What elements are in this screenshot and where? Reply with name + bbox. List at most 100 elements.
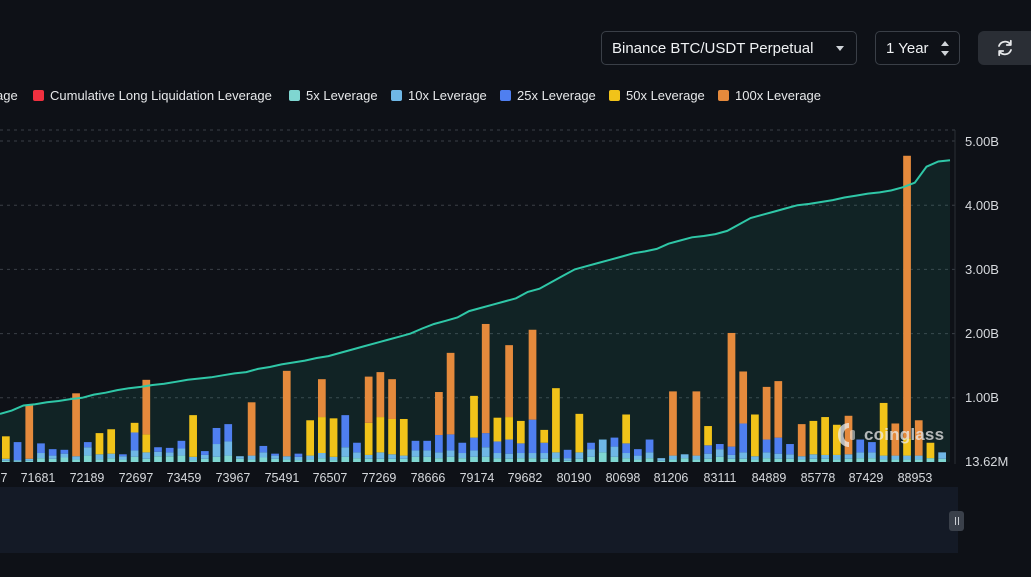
bar-segment-5x[interactable] [879,459,888,462]
bar-segment-5x[interactable] [446,456,455,462]
bar-segment-10x[interactable] [446,450,455,457]
bar-segment-10x[interactable] [411,450,420,457]
bar-segment-25x[interactable] [704,445,712,454]
bar-segment-5x[interactable] [751,459,759,462]
bar-segment-5x[interactable] [142,458,151,462]
bar-segment-5x[interactable] [774,458,783,462]
bar-segment-10x[interactable] [13,460,22,462]
bar-segment-25x[interactable] [446,434,455,451]
bar-segment-5x[interactable] [844,458,853,462]
bar-segment-10x[interactable] [470,450,478,457]
bar-segment-10x[interactable] [809,454,818,459]
bar-segment-25x[interactable] [470,437,478,451]
bar-segment-50x[interactable] [130,422,139,433]
bar-segment-25x[interactable] [856,439,865,453]
bar-segment-10x[interactable] [797,456,806,460]
bar-segment-5x[interactable] [177,455,186,462]
bar-segment-25x[interactable] [224,424,233,442]
bar-segment-25x[interactable] [423,440,432,451]
bar-segment-5x[interactable] [423,456,432,462]
bar-segment-10x[interactable] [435,452,443,459]
bar-segment-10x[interactable] [177,448,186,456]
bar-segment-5x[interactable] [692,459,701,462]
bar-segment-10x[interactable] [282,456,291,460]
bar-segment-5x[interactable] [60,457,69,462]
bar-segment-5x[interactable] [259,457,268,462]
bar-segment-10x[interactable] [914,455,923,460]
bar-segment-10x[interactable] [317,453,326,459]
bar-segment-5x[interactable] [388,458,396,462]
bar-segment-5x[interactable] [552,458,560,462]
bar-segment-50x[interactable] [364,422,373,455]
bar-segment-5x[interactable] [341,456,350,462]
bar-segment-5x[interactable] [364,458,373,462]
bar-segment-5x[interactable] [37,458,45,462]
bar-segment-10x[interactable] [739,452,748,459]
bar-segment-5x[interactable] [903,459,911,462]
bar-segment-5x[interactable] [914,459,923,462]
bar-segment-5x[interactable] [891,459,900,462]
bar-segment-10x[interactable] [516,453,525,459]
bar-segment-10x[interactable] [376,452,385,459]
bar-segment-50x[interactable] [317,417,326,454]
bar-segment-5x[interactable] [130,456,139,462]
bar-segment-5x[interactable] [715,456,724,462]
legend-item-cumulative-long[interactable]: Cumulative Long Liquidation Leverage [33,88,272,103]
bar-segment-5x[interactable] [83,455,92,462]
bar-segment-10x[interactable] [95,454,104,460]
bar-segment-5x[interactable] [622,458,631,462]
bar-segment-25x[interactable] [294,453,303,457]
bar-segment-25x[interactable] [435,435,443,453]
bar-segment-10x[interactable] [587,449,595,457]
bar-segment-25x[interactable] [516,443,525,454]
bar-segment-50x[interactable] [399,418,408,456]
bar-segment-5x[interactable] [200,458,209,462]
bar-segment-10x[interactable] [786,454,794,459]
bar-segment-5x[interactable] [458,458,467,462]
bar-segment-25x[interactable] [130,432,139,451]
bar-segment-50x[interactable] [552,388,560,453]
bar-segment-10x[interactable] [938,452,947,459]
bar-segment-5x[interactable] [48,458,57,462]
bar-segment-5x[interactable] [329,460,338,462]
bar-segment-100x[interactable] [891,423,900,456]
bar-segment-50x[interactable] [470,395,478,438]
bar-segment-100x[interactable] [142,379,151,435]
bar-segment-10x[interactable] [868,452,876,459]
bar-segment-10x[interactable] [528,453,537,459]
bar-segment-5x[interactable] [306,459,315,462]
bar-segment-25x[interactable] [633,449,642,456]
bar-segment-100x[interactable] [481,323,490,434]
bar-segment-25x[interactable] [37,443,45,454]
legend-item-10x[interactable]: 10x Leverage [391,88,487,103]
bar-segment-5x[interactable] [704,458,712,462]
bar-segment-10x[interactable] [388,454,396,459]
bar-segment-100x[interactable] [25,405,34,459]
bar-segment-10x[interactable] [715,449,724,457]
bar-segment-5x[interactable] [657,460,666,462]
bar-segment-10x[interactable] [83,447,92,456]
bar-segment-50x[interactable] [540,429,549,443]
bar-segment-10x[interactable] [844,454,853,459]
bar-segment-25x[interactable] [177,440,186,449]
bar-segment-50x[interactable] [809,420,818,455]
bar-segment-25x[interactable] [774,437,783,454]
bar-segment-10x[interactable] [341,447,350,457]
bar-segment-5x[interactable] [247,459,256,462]
bar-segment-5x[interactable] [938,458,947,462]
bar-segment-10x[interactable] [189,456,197,461]
bar-segment-5x[interactable] [645,458,654,462]
bar-segment-50x[interactable] [95,433,104,455]
bar-segment-10x[interactable] [821,454,829,459]
bar-segment-5x[interactable] [821,458,829,462]
bar-segment-5x[interactable] [411,456,420,462]
bar-segment-5x[interactable] [926,458,935,462]
bar-segment-100x[interactable] [446,352,455,435]
bar-segment-5x[interactable] [797,459,806,462]
bar-segment-5x[interactable] [809,458,818,462]
bar-segment-50x[interactable] [388,418,396,455]
bar-segment-100x[interactable] [317,379,326,418]
bar-segment-10x[interactable] [1,458,10,461]
bar-segment-5x[interactable] [212,456,221,462]
liquidation-chart[interactable]: 13.62M 1.00B 2.00B 3.00B 4.00B 5.00B 7 71681 72… [0,0,1031,487]
